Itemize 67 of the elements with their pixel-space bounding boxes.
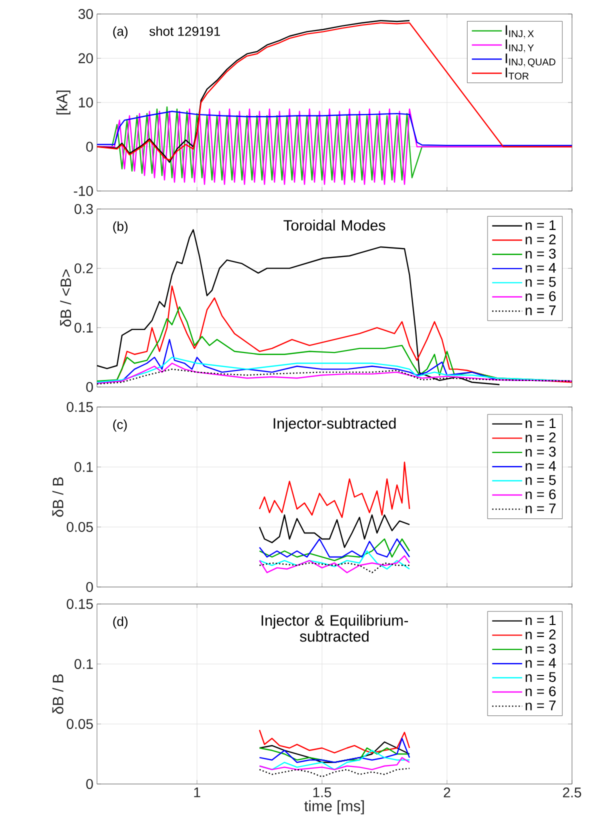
legend-label: n = 4 <box>526 461 556 471</box>
legend-label: $\mathrm{I}_{\mathrm{INJ,\,QUAD}}$ <box>506 54 556 68</box>
y-tick-label: 0.15 <box>66 402 93 412</box>
legend-label: n = 2 <box>526 234 556 244</box>
legend-label: $\mathrm{I}_{\mathrm{INJ,\,X}}$ <box>506 25 534 39</box>
y-tick-label: 0.05 <box>66 719 93 729</box>
line-series <box>258 550 410 570</box>
y-tick-label: 10 <box>78 98 93 108</box>
legend-label: n = 7 <box>526 700 556 710</box>
line-series <box>258 555 410 574</box>
x-tick-label: 2.5 <box>562 788 582 798</box>
legend-label: n = 2 <box>526 432 556 442</box>
y-axis-title: δB / <B> <box>60 270 72 327</box>
legend-label: n = 4 <box>526 263 556 273</box>
text: Toroidal Modes <box>284 220 386 231</box>
x-tick-label: 2 <box>444 788 450 798</box>
line-series <box>258 462 410 518</box>
x-tick-label: 1 <box>194 788 200 798</box>
legend-label: n = 3 <box>526 446 556 457</box>
y-axis-title: [kA] <box>56 90 70 114</box>
line-series <box>97 20 410 163</box>
y-tick-label: 20 <box>78 53 93 64</box>
annotation: (b) <box>113 221 128 234</box>
legend-label: n = 5 <box>526 277 556 287</box>
legend-label: n = 4 <box>526 658 556 668</box>
line-series <box>97 22 572 161</box>
legend-label: n = 7 <box>526 306 556 316</box>
y-axis-title: δB / B <box>52 674 64 714</box>
annotation: shot 129191 <box>149 26 220 36</box>
text: Injector & Equilibrium-subtracted <box>262 614 408 642</box>
legend-label: n = 1 <box>526 418 556 428</box>
legend-label: n = 1 <box>526 615 556 626</box>
y-axis-title: δB / B <box>52 477 64 517</box>
legend-label: $\mathrm{I}_{\mathrm{TOR}}$ <box>506 68 529 80</box>
legend-label: n = 1 <box>526 220 556 230</box>
legend-label: n = 2 <box>526 630 556 640</box>
legend-label: n = 5 <box>526 672 556 682</box>
annotation: (c) <box>113 420 127 432</box>
y-tick-label: -10 <box>74 186 93 196</box>
annotation: (a) <box>113 26 128 38</box>
y-tick-label: 0.1 <box>74 659 93 669</box>
legend-label: n = 3 <box>526 644 556 654</box>
y-tick-label: 0.15 <box>66 599 93 609</box>
y-tick-label: 0.1 <box>74 322 93 333</box>
y-tick-label: 0 <box>86 779 93 789</box>
line-series <box>258 514 410 548</box>
y-tick-label: 0.1 <box>74 462 93 472</box>
y-tick-label: 0 <box>86 142 93 152</box>
legend-label: n = 3 <box>526 248 556 259</box>
y-tick-label: 30 <box>78 9 93 19</box>
legend-label: n = 5 <box>526 475 556 485</box>
y-tick-label: 0.05 <box>66 522 93 532</box>
line-series <box>97 110 572 146</box>
legend-label: n = 6 <box>526 489 556 500</box>
legend-label: n = 6 <box>526 686 556 696</box>
x-axis-title: time [ms] <box>304 800 364 814</box>
x-tick-label: 1.5 <box>313 788 332 798</box>
y-tick-label: 0 <box>86 382 93 392</box>
y-tick-label: 0.3 <box>74 204 93 214</box>
line-series <box>97 362 572 384</box>
annotation: (d) <box>113 616 128 629</box>
legend-label: $\mathrm{I}_{\mathrm{INJ,\,Y}}$ <box>506 39 534 54</box>
y-tick-label: 0.2 <box>74 263 93 274</box>
legend-label: n = 7 <box>526 504 556 514</box>
y-tick-label: 0 <box>86 582 93 592</box>
text: Injector-subtracted <box>274 418 396 432</box>
legend-label: n = 6 <box>526 291 556 302</box>
